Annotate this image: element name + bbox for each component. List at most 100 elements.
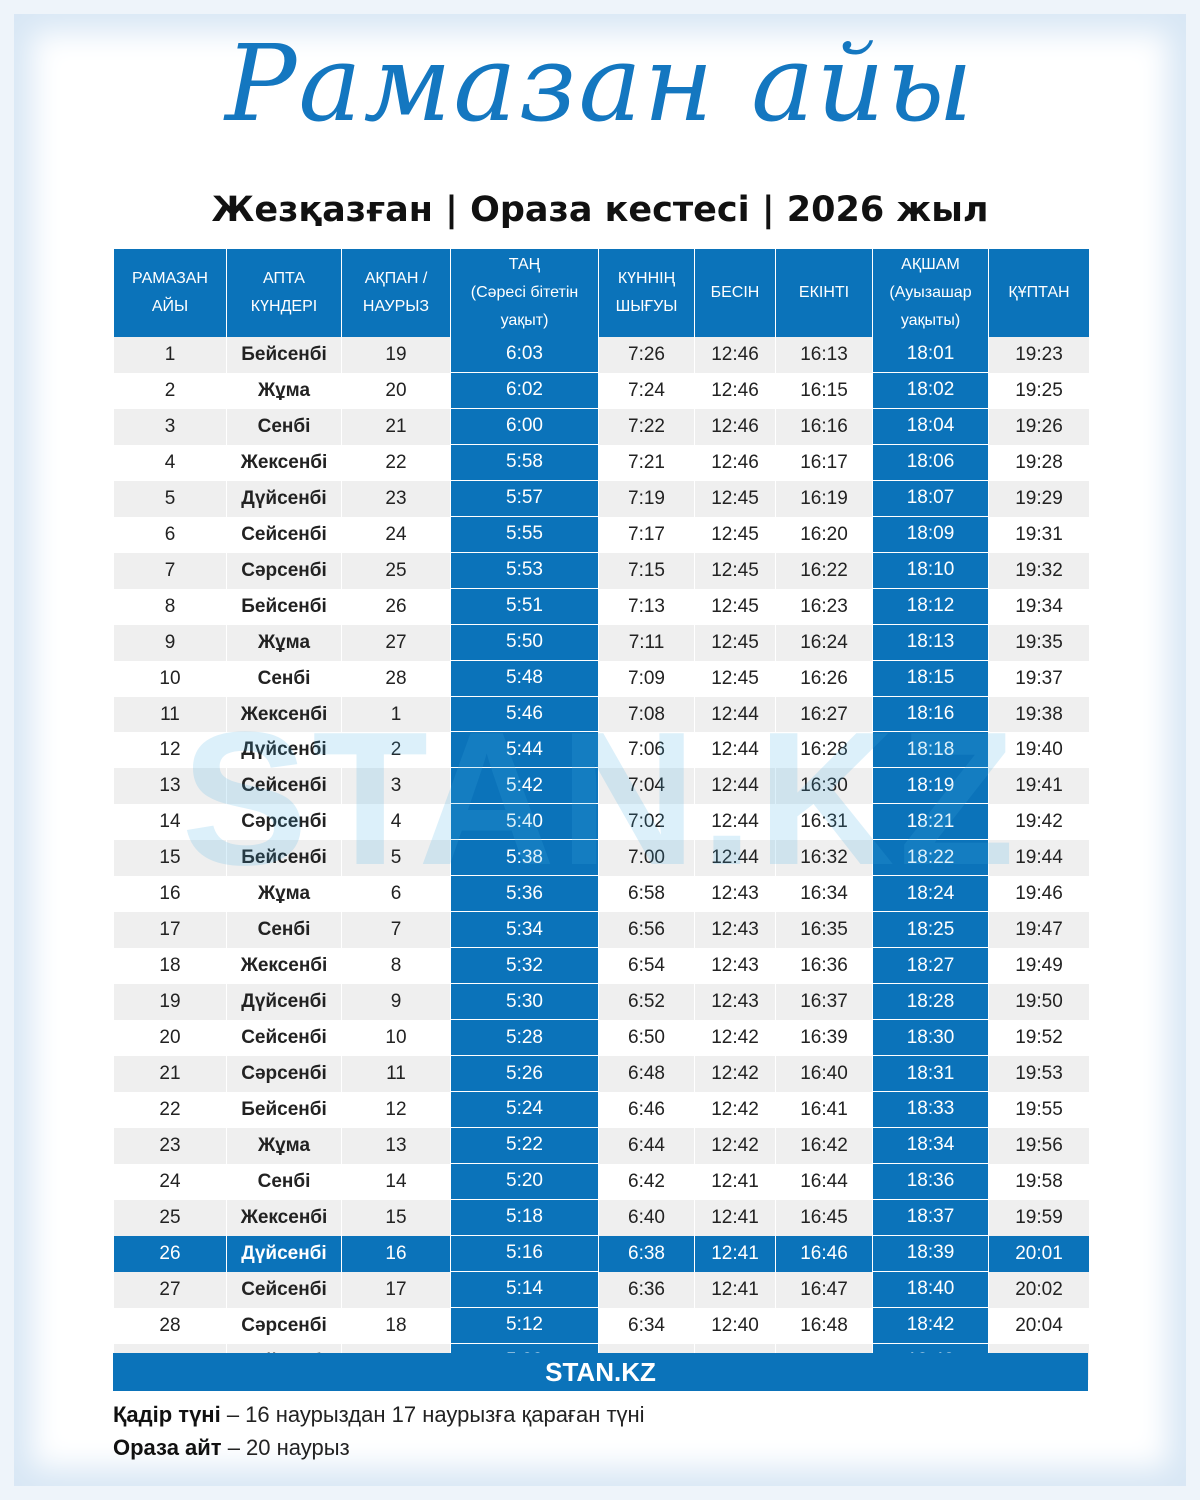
table-cell: 19:34	[989, 588, 1089, 625]
table-row: 8 Бейсенбі 26 5:51 7:13 12:45 16:23 18:12 19:34	[114, 588, 1089, 625]
table-cell: 18:15	[873, 660, 988, 697]
table-cell: 5:24	[451, 1092, 598, 1128]
table-cell: 8	[342, 948, 450, 985]
table-cell: Сенбі	[227, 912, 341, 949]
table-cell: 12:43	[695, 984, 775, 1021]
table-cell: 4	[114, 444, 226, 481]
table-cell: 12:44	[695, 840, 775, 877]
table-cell: Дүйсенбі	[227, 732, 341, 769]
table-cell: 12:41	[695, 1235, 775, 1272]
table-cell: 6:42	[599, 1163, 694, 1200]
table-row-highlighted: 26 Дүйсенбі 16 5:16 6:38 12:41 16:46 18:39 20:01	[114, 1235, 1089, 1272]
table-cell: 12:45	[695, 660, 775, 697]
table-row: 1 Бейсенбі 19 6:03 7:26 12:46 16:13 18:01 19:23	[114, 337, 1089, 373]
table-cell: 20:02	[989, 1271, 1089, 1308]
table-cell: 5:32	[451, 948, 598, 985]
table-cell: 16:23	[776, 588, 872, 625]
table-cell: 7:21	[599, 444, 694, 481]
table-cell: 12:44	[695, 804, 775, 841]
table-row: 6 Сейсенбі 24 5:55 7:17 12:45 16:20 18:09 19:31	[114, 516, 1089, 553]
table-cell: 5:14	[451, 1271, 598, 1308]
table-cell: 7:22	[599, 408, 694, 445]
table-cell: Бейсенбі	[227, 337, 341, 373]
note-text: – 20 наурыз	[221, 1435, 350, 1460]
note-eid: Ораза айт – 20 наурыз	[113, 1435, 350, 1461]
table-cell: 5:48	[451, 660, 598, 697]
table-cell: 22	[342, 444, 450, 481]
page-subtitle: Жезқазған | Ораза кестесі | 2026 жыл	[211, 190, 989, 230]
table-cell: 5:51	[451, 588, 598, 625]
column-header: ҚҰПТАН	[989, 249, 1089, 337]
note-qadir-night: Қадір түні – 16 наурыздан 17 наурызға қа…	[113, 1402, 645, 1428]
table-cell: 19:31	[989, 516, 1089, 553]
table-cell: 18:09	[873, 516, 988, 553]
table-cell: 18:22	[873, 840, 988, 877]
table-cell: 19:58	[989, 1163, 1089, 1200]
table-cell: 16:41	[776, 1092, 872, 1128]
table-cell: 5:20	[451, 1163, 598, 1200]
table-cell: Жексенбі	[227, 1199, 341, 1236]
table-cell: 11	[342, 1056, 450, 1093]
table-cell: 19:40	[989, 732, 1089, 769]
table-row: 20 Сейсенбі 10 5:28 6:50 12:42 16:39 18:30 19:52	[114, 1020, 1089, 1057]
page-title: Рамазан айы	[225, 22, 975, 145]
table-cell: 6:50	[599, 1020, 694, 1057]
table-cell: 19:53	[989, 1056, 1089, 1093]
table-cell: 19:37	[989, 660, 1089, 697]
table-cell: 12:41	[695, 1163, 775, 1200]
table-cell: Сейсенбі	[227, 516, 341, 553]
table-cell: Дүйсенбі	[227, 480, 341, 517]
table-cell: 21	[114, 1056, 226, 1093]
table-cell: 7:04	[599, 768, 694, 805]
table-cell: 12:45	[695, 588, 775, 625]
table-cell: 6:52	[599, 984, 694, 1021]
table-cell: 5:16	[451, 1235, 598, 1272]
table-cell: 16:19	[776, 480, 872, 517]
table-cell: 12:42	[695, 1020, 775, 1057]
table-row: 14 Сәрсенбі 4 5:40 7:02 12:44 16:31 18:21 19:42	[114, 804, 1089, 841]
table-cell: Бейсенбі	[227, 588, 341, 625]
table-cell: 17	[342, 1271, 450, 1308]
table-cell: Сенбі	[227, 660, 341, 697]
table-cell: 19:52	[989, 1020, 1089, 1057]
table-cell: 12:43	[695, 912, 775, 949]
column-header-line: ТАҢ	[508, 256, 541, 273]
table-cell: Сәрсенбі	[227, 804, 341, 841]
table-cell: 16:15	[776, 372, 872, 409]
table-cell: 19:44	[989, 840, 1089, 877]
table-row: 9 Жұма 27 5:50 7:11 12:45 16:24 18:13 19:35	[114, 624, 1089, 661]
table-row: 17 Сенбі 7 5:34 6:56 12:43 16:35 18:25 19:47	[114, 912, 1089, 949]
table-cell: 19:47	[989, 912, 1089, 949]
table-row: 28 Сәрсенбі 18 5:12 6:34 12:40 16:48 18:42 20:04	[114, 1307, 1089, 1344]
table-cell: 5:38	[451, 840, 598, 877]
table-cell: 3	[114, 408, 226, 445]
table-cell: 7	[342, 912, 450, 949]
table-cell: 18:30	[873, 1020, 988, 1057]
table-cell: 16:36	[776, 948, 872, 985]
table-cell: 7:17	[599, 516, 694, 553]
table-cell: 16:45	[776, 1199, 872, 1236]
table-cell: 16:26	[776, 660, 872, 697]
table-cell: 10	[114, 660, 226, 697]
table-cell: 5:44	[451, 732, 598, 769]
table-cell: 16	[114, 876, 226, 913]
table-cell: 7	[114, 552, 226, 589]
column-header: БЕСІН	[695, 249, 775, 337]
column-header-line: ШЫҒУЫ	[615, 298, 678, 315]
table-cell: 18:16	[873, 696, 988, 733]
table-cell: 19:41	[989, 768, 1089, 805]
table-cell: 6	[114, 516, 226, 553]
table-cell: 16:22	[776, 552, 872, 589]
table-cell: 18:25	[873, 912, 988, 949]
table-cell: 16:13	[776, 337, 872, 373]
table-cell: 18	[342, 1307, 450, 1344]
column-header: ТАҢ (Сәресі бітетін уақыт)	[451, 249, 598, 337]
table-cell: 16:16	[776, 408, 872, 445]
table-cell: 24	[342, 516, 450, 553]
table-cell: 16:30	[776, 768, 872, 805]
table-cell: 16:31	[776, 804, 872, 841]
table-cell: 26	[114, 1235, 226, 1272]
table-cell: 7:26	[599, 337, 694, 373]
table-cell: Жұма	[227, 876, 341, 913]
table-cell: 6:38	[599, 1235, 694, 1272]
